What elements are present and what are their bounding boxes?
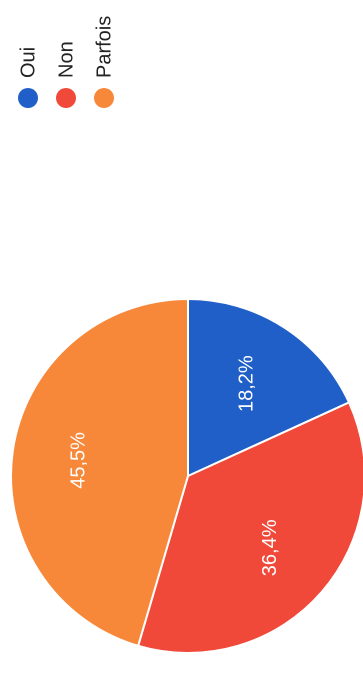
legend-label-non: Non <box>55 41 77 78</box>
slice-label-non: 36,4% <box>259 519 281 576</box>
legend-label-oui: Oui <box>17 47 39 78</box>
legend-dot-oui <box>18 88 38 108</box>
slice-labels: 18,2% 36,4% 45,5% <box>68 355 282 576</box>
pie-slice-oui <box>187 297 351 478</box>
pie-slices <box>10 297 363 654</box>
legend-dot-non <box>56 88 76 108</box>
legend: Oui Non Parfois <box>17 16 115 108</box>
legend-label-parfois: Parfois <box>93 16 115 78</box>
legend-dot-parfois <box>94 88 114 108</box>
slice-label-oui: 18,2% <box>236 355 258 412</box>
pie-slice-non <box>136 401 363 654</box>
pie-slice-parfois <box>10 297 189 648</box>
slice-label-parfois: 45,5% <box>68 432 90 489</box>
